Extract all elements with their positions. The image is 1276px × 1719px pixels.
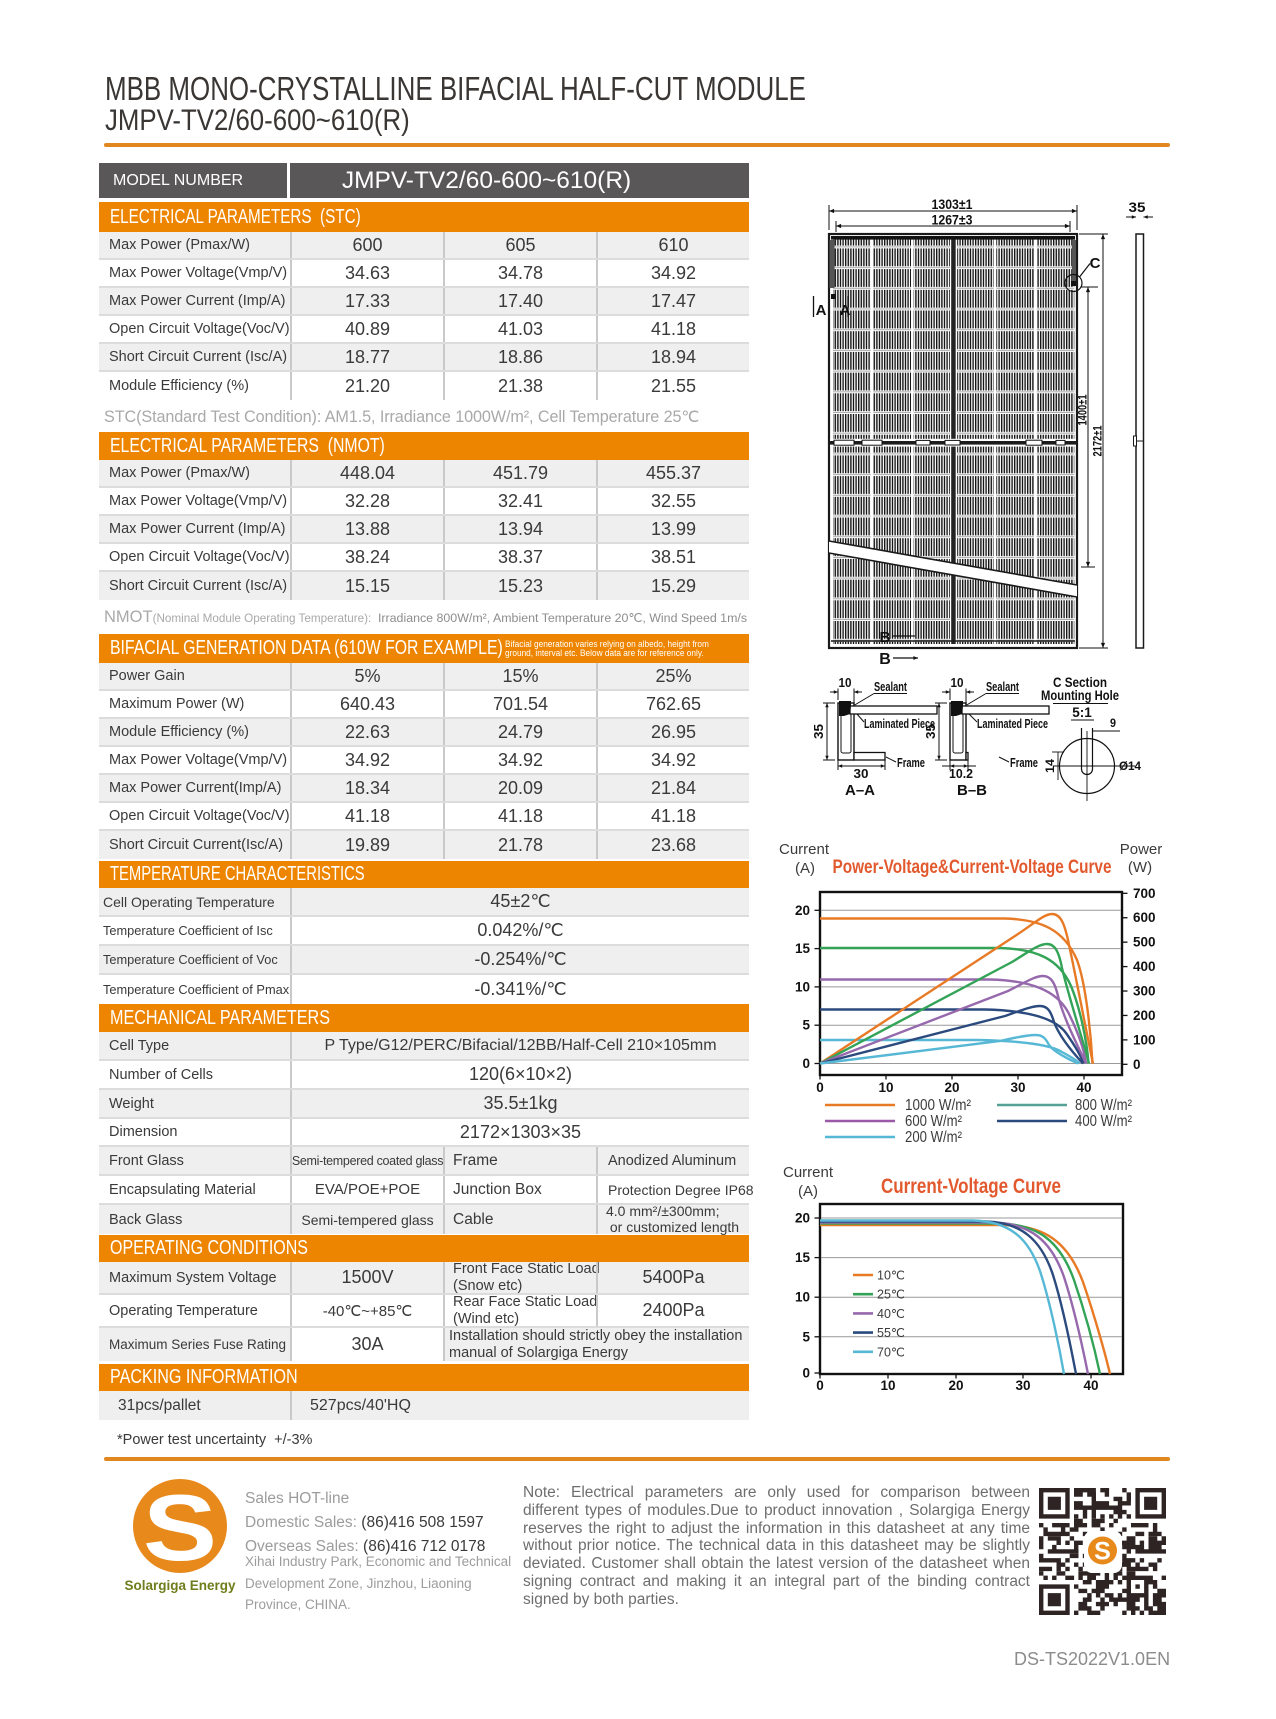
- svg-text:A: A: [816, 302, 827, 319]
- svg-text:Ø14: Ø14: [1119, 759, 1141, 773]
- svg-text:0: 0: [1133, 1057, 1141, 1072]
- svg-text:20: 20: [944, 1080, 959, 1095]
- svg-text:1400±1: 1400±1: [1076, 394, 1090, 425]
- svg-text:Power-Voltage&Current-Voltage: Power-Voltage&Current-Voltage Curve: [833, 857, 1112, 878]
- svg-text:20: 20: [795, 903, 810, 918]
- svg-text:70℃: 70℃: [877, 1345, 905, 1359]
- svg-text:Laminated Piece: Laminated Piece: [977, 717, 1048, 731]
- svg-text:Mounting Hole: Mounting Hole: [1041, 688, 1119, 703]
- svg-text:25℃: 25℃: [877, 1288, 905, 1302]
- svg-text:15: 15: [795, 1250, 811, 1265]
- svg-text:700: 700: [1133, 886, 1156, 901]
- svg-text:Current: Current: [779, 841, 830, 858]
- svg-text:15: 15: [795, 941, 811, 956]
- svg-text:10: 10: [878, 1080, 893, 1095]
- svg-text:10: 10: [880, 1378, 895, 1393]
- svg-text:400 W/m²: 400 W/m²: [1075, 1113, 1132, 1130]
- svg-text:40: 40: [1083, 1378, 1098, 1393]
- svg-text:C Section: C Section: [1053, 675, 1107, 690]
- svg-text:35: 35: [1129, 200, 1147, 215]
- svg-text:10℃: 10℃: [877, 1269, 905, 1283]
- svg-text:S: S: [1094, 1538, 1111, 1566]
- svg-text:Laminated Piece: Laminated Piece: [864, 717, 935, 731]
- svg-text:0: 0: [816, 1080, 824, 1095]
- svg-text:100: 100: [1133, 1032, 1156, 1047]
- svg-text:Frame: Frame: [897, 756, 925, 770]
- svg-text:B: B: [880, 629, 891, 646]
- svg-text:Current: Current: [783, 1164, 834, 1181]
- svg-text:9: 9: [1110, 716, 1116, 730]
- svg-text:Power: Power: [1120, 841, 1163, 858]
- svg-text:40: 40: [1076, 1080, 1091, 1095]
- svg-text:40℃: 40℃: [877, 1307, 905, 1321]
- svg-text:Sealant: Sealant: [874, 680, 908, 694]
- svg-text:A–A: A–A: [845, 782, 875, 799]
- svg-text:200: 200: [1133, 1008, 1156, 1023]
- svg-text:30: 30: [1010, 1080, 1025, 1095]
- svg-text:10: 10: [795, 1290, 810, 1305]
- svg-text:10.2: 10.2: [949, 767, 973, 781]
- svg-text:Frame: Frame: [1010, 756, 1038, 770]
- svg-text:(A): (A): [798, 1183, 818, 1200]
- svg-text:800 W/m²: 800 W/m²: [1075, 1097, 1132, 1114]
- svg-text:14: 14: [1043, 759, 1057, 773]
- svg-text:55℃: 55℃: [877, 1326, 905, 1340]
- svg-text:5:1: 5:1: [1072, 705, 1092, 720]
- svg-text:C: C: [1090, 255, 1101, 272]
- svg-text:(A): (A): [795, 860, 815, 877]
- svg-text:35: 35: [812, 724, 826, 739]
- svg-text:0: 0: [802, 1366, 810, 1381]
- svg-text:0: 0: [816, 1378, 824, 1393]
- svg-text:20: 20: [795, 1211, 810, 1226]
- svg-text:5: 5: [802, 1329, 810, 1344]
- svg-text:1267±3: 1267±3: [932, 213, 973, 228]
- svg-text:500: 500: [1133, 935, 1156, 950]
- svg-text:2172±1: 2172±1: [1091, 425, 1105, 456]
- svg-text:600 W/m²: 600 W/m²: [905, 1113, 962, 1130]
- svg-text:5: 5: [802, 1018, 810, 1033]
- svg-text:20: 20: [948, 1378, 963, 1393]
- svg-text:300: 300: [1133, 984, 1156, 999]
- svg-text:400: 400: [1133, 959, 1156, 974]
- svg-text:10: 10: [839, 676, 852, 690]
- svg-text:0: 0: [802, 1056, 810, 1071]
- svg-text:10: 10: [951, 676, 964, 690]
- svg-text:600: 600: [1133, 910, 1156, 925]
- svg-text:(W): (W): [1128, 859, 1152, 876]
- svg-text:10: 10: [795, 979, 810, 994]
- svg-text:B–B: B–B: [957, 782, 987, 799]
- svg-text:30: 30: [1015, 1378, 1030, 1393]
- svg-text:200 W/m²: 200 W/m²: [905, 1129, 962, 1146]
- svg-text:A: A: [840, 302, 851, 319]
- svg-text:B: B: [879, 651, 891, 668]
- svg-text:35: 35: [924, 724, 938, 739]
- svg-text:1303±1: 1303±1: [932, 197, 973, 212]
- svg-text:1000 W/m²: 1000 W/m²: [905, 1097, 971, 1114]
- svg-text:Current-Voltage Curve: Current-Voltage Curve: [881, 1175, 1061, 1198]
- svg-text:Sealant: Sealant: [986, 680, 1020, 694]
- svg-text:30: 30: [854, 767, 869, 781]
